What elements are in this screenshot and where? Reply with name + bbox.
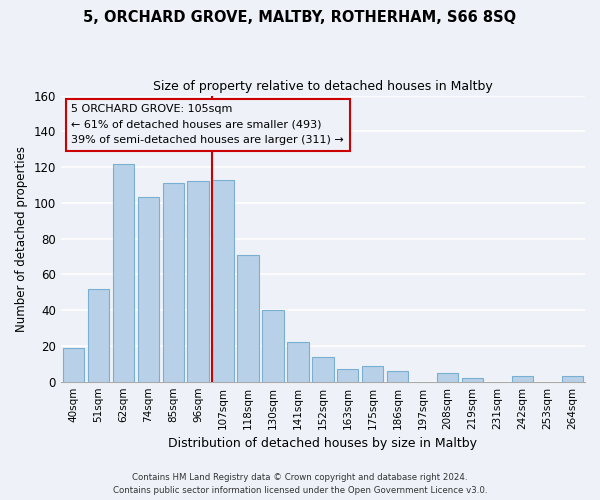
Bar: [88, 288, 109, 382]
Bar: [312, 356, 334, 382]
Bar: [337, 369, 358, 382]
Bar: [238, 254, 259, 382]
Bar: [62, 348, 84, 382]
Bar: [462, 378, 483, 382]
Bar: [437, 372, 458, 382]
Bar: [187, 182, 209, 382]
Bar: [262, 310, 284, 382]
Text: 5 ORCHARD GROVE: 105sqm
← 61% of detached houses are smaller (493)
39% of semi-d: 5 ORCHARD GROVE: 105sqm ← 61% of detache…: [71, 104, 344, 146]
Bar: [113, 164, 134, 382]
Bar: [163, 183, 184, 382]
Bar: [512, 376, 533, 382]
Bar: [137, 198, 159, 382]
Bar: [362, 366, 383, 382]
Bar: [387, 371, 409, 382]
Bar: [287, 342, 308, 382]
Bar: [212, 180, 233, 382]
Text: 5, ORCHARD GROVE, MALTBY, ROTHERHAM, S66 8SQ: 5, ORCHARD GROVE, MALTBY, ROTHERHAM, S66…: [83, 10, 517, 25]
Bar: [562, 376, 583, 382]
Y-axis label: Number of detached properties: Number of detached properties: [15, 146, 28, 332]
X-axis label: Distribution of detached houses by size in Maltby: Distribution of detached houses by size …: [169, 437, 478, 450]
Title: Size of property relative to detached houses in Maltby: Size of property relative to detached ho…: [153, 80, 493, 93]
Text: Contains HM Land Registry data © Crown copyright and database right 2024.
Contai: Contains HM Land Registry data © Crown c…: [113, 473, 487, 495]
